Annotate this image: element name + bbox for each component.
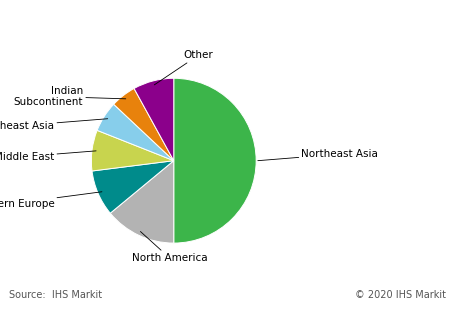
Wedge shape bbox=[110, 161, 174, 243]
Text: Northeast Asia: Northeast Asia bbox=[258, 149, 379, 161]
Text: Other: Other bbox=[154, 50, 213, 85]
Wedge shape bbox=[91, 130, 174, 171]
Text: © 2020 IHS Markit: © 2020 IHS Markit bbox=[355, 290, 446, 300]
Text: World consumption  of primary petrochemicals by region—2020: World consumption of primary petrochemic… bbox=[7, 12, 455, 26]
Wedge shape bbox=[174, 78, 256, 243]
Text: Source:  IHS Markit: Source: IHS Markit bbox=[9, 290, 102, 300]
Text: Southeast Asia: Southeast Asia bbox=[0, 119, 108, 131]
Wedge shape bbox=[97, 104, 174, 161]
Wedge shape bbox=[134, 78, 174, 161]
Text: North America: North America bbox=[132, 231, 207, 263]
Text: Western Europe: Western Europe bbox=[0, 192, 102, 209]
Wedge shape bbox=[114, 88, 174, 161]
Text: Middle East: Middle East bbox=[0, 151, 96, 162]
Text: Indian
Subcontinent: Indian Subcontinent bbox=[14, 86, 126, 107]
Wedge shape bbox=[92, 161, 174, 213]
